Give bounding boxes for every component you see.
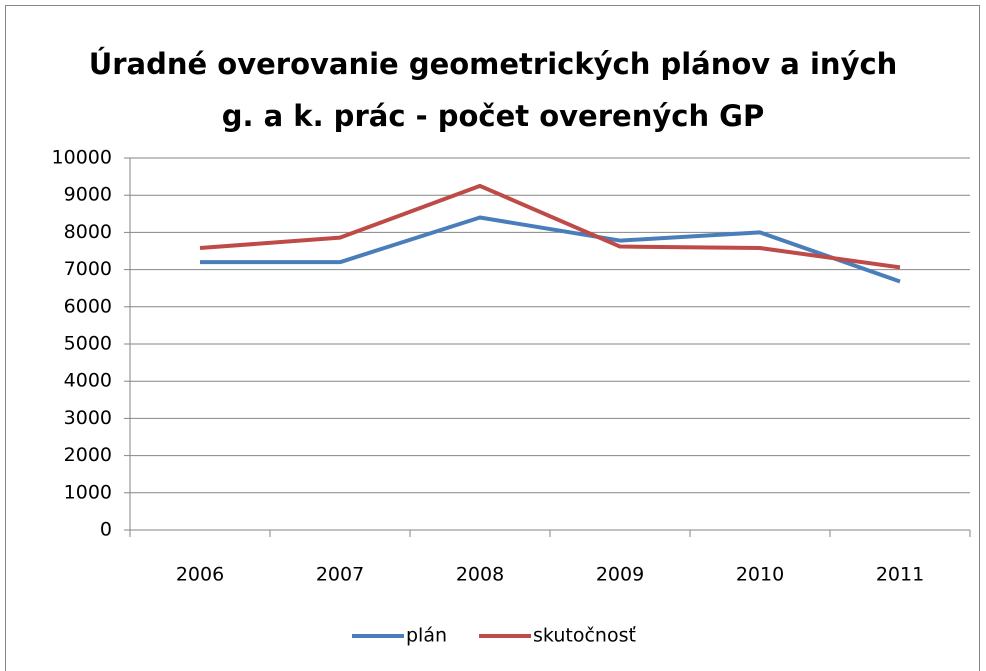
y-tick-label: 6000 bbox=[64, 295, 112, 317]
chart-title: Úradné overovanie geometrických plánov a… bbox=[88, 47, 898, 133]
y-tick-label: 7000 bbox=[64, 258, 112, 280]
legend-label: skutočnosť bbox=[533, 625, 636, 647]
y-tick-label: 2000 bbox=[64, 444, 112, 466]
y-tick-label: 9000 bbox=[64, 184, 112, 206]
x-tick-label: 2009 bbox=[596, 564, 644, 586]
y-tick-label: 1000 bbox=[64, 481, 112, 503]
legend-label: plán bbox=[406, 625, 447, 647]
x-tick-label: 2006 bbox=[176, 564, 224, 586]
y-tick-label: 0 bbox=[100, 519, 112, 541]
chart-border bbox=[5, 5, 980, 671]
y-tick-label: 5000 bbox=[64, 333, 112, 355]
series-line bbox=[200, 215, 901, 284]
x-tick-label: 2011 bbox=[876, 564, 924, 586]
y-tick-label: 4000 bbox=[64, 370, 112, 392]
y-tick-label: 8000 bbox=[64, 221, 112, 243]
y-tick-label: 10000 bbox=[52, 147, 112, 169]
series-line bbox=[199, 183, 901, 270]
y-tick-label: 3000 bbox=[64, 407, 112, 429]
x-tick-label: 2007 bbox=[316, 564, 364, 586]
x-tick-label: 2010 bbox=[736, 564, 784, 586]
x-tick-label: 2008 bbox=[456, 564, 504, 586]
